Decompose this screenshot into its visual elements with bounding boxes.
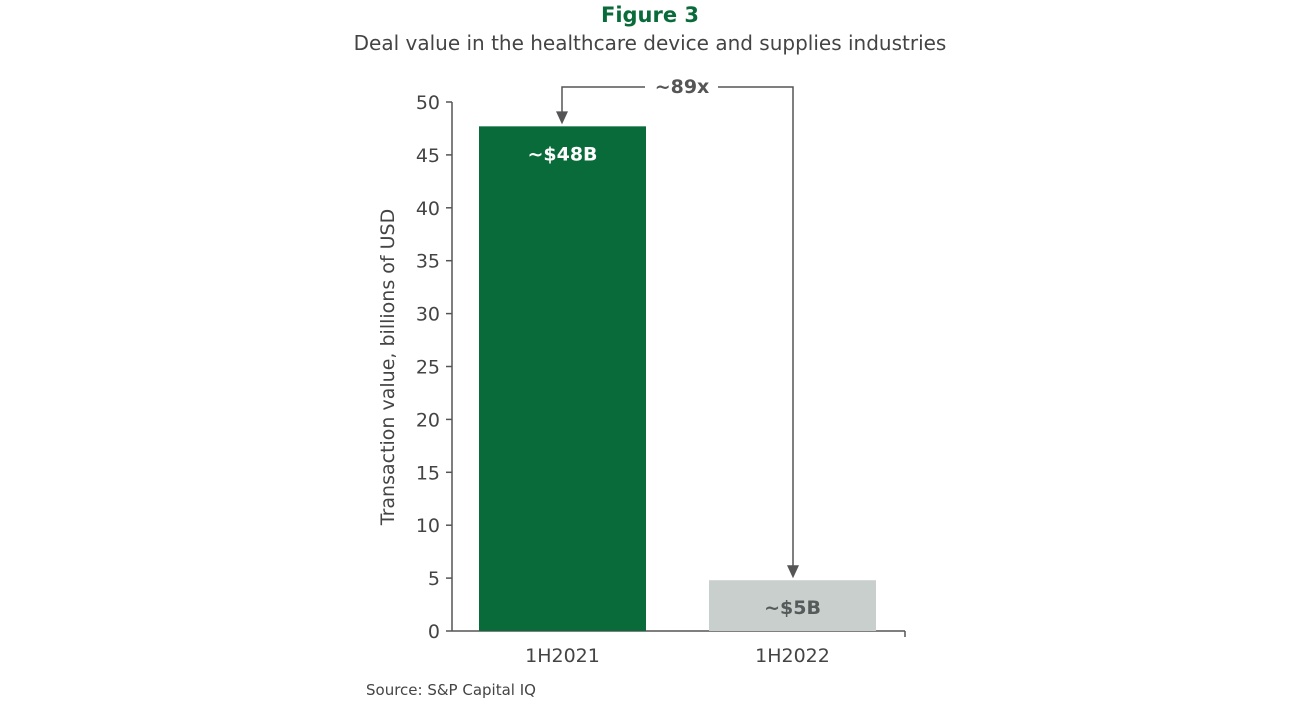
y-tick-label: 40	[416, 198, 440, 220]
chart-title: Deal value in the healthcare device and …	[353, 31, 947, 55]
annotation-bracket	[561, 86, 794, 567]
source-note: Source: S&P Capital IQ	[366, 681, 536, 699]
x-tick-label: 1H2021	[525, 645, 600, 667]
data-label: ~$5B	[764, 597, 821, 619]
y-tick-label: 30	[416, 304, 440, 326]
y-tick-label: 10	[416, 515, 440, 537]
y-tick-label: 35	[416, 251, 440, 273]
x-tick-label: 1H2022	[755, 645, 830, 667]
arrowhead-icon	[787, 565, 799, 579]
figure-label: Figure 3	[600, 3, 700, 27]
arrowhead-icon	[556, 111, 568, 125]
y-tick-label: 50	[416, 92, 440, 114]
y-axis-label: Transaction value, billions of USD	[377, 209, 399, 526]
y-tick-label: 5	[428, 568, 440, 590]
data-label: ~$48B	[527, 143, 597, 165]
annotation-label: ~89x	[655, 76, 710, 98]
bar-1H2022	[709, 580, 876, 631]
y-tick-label: 45	[416, 145, 440, 167]
y-tick-label: 15	[416, 462, 440, 484]
y-tick-label: 25	[416, 357, 440, 379]
y-tick-label: 20	[416, 409, 440, 431]
y-tick-label: 0	[428, 621, 440, 643]
bar-1H2021	[479, 126, 646, 632]
